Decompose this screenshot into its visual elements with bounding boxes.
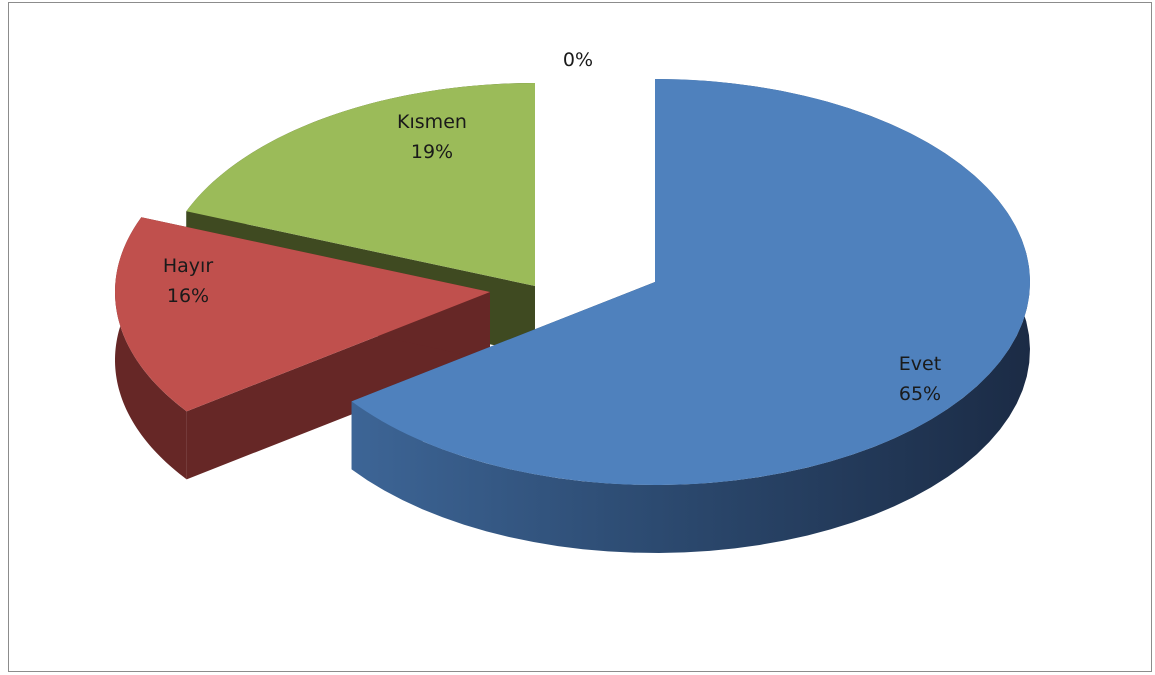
pie-slice-2 — [115, 217, 491, 480]
slice-percent-2: 16% — [167, 285, 209, 307]
slice-label-1: Evet — [899, 353, 941, 375]
slice-label-3: Kısmen — [397, 111, 467, 133]
slice-rim-1 — [351, 79, 1030, 553]
slice-percent-4: 0% — [563, 49, 593, 71]
pie-slice-1 — [351, 79, 1030, 553]
slice-top-3 — [186, 83, 536, 286]
slice-top-1 — [351, 79, 1030, 486]
slice-percent-3: 19% — [411, 141, 453, 163]
slice-percent-1: 65% — [899, 383, 941, 405]
slice-top-2 — [115, 217, 491, 412]
slice-label-2: Hayır — [163, 255, 213, 277]
